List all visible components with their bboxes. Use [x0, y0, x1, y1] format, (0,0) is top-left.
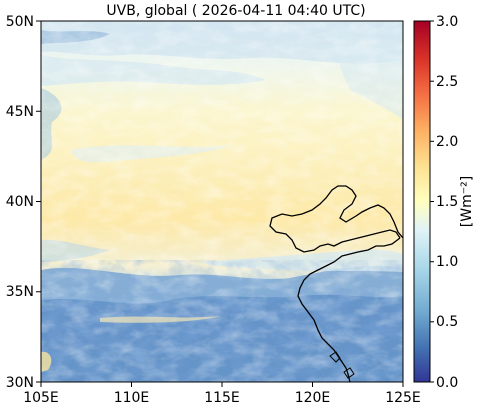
colorbar-tick-label: 1.5	[436, 194, 458, 210]
colorbar-unit-label: [Wm⁻²]	[459, 176, 475, 227]
colorbar: 3.0 2.5 2.0 1.5 1.0 0.5 0.0 [Wm⁻²]	[413, 14, 475, 391]
lon-tick-label: 110E	[114, 390, 150, 406]
colorbar-tick-label: 3.0	[436, 14, 458, 30]
lat-tick-label: 40N	[6, 194, 34, 210]
colorbar-tick-label: 2.5	[436, 74, 458, 90]
colorbar-tick-label: 0.5	[436, 314, 458, 330]
lat-tick-label: 45N	[6, 104, 34, 120]
lon-tick-label: 120E	[295, 390, 331, 406]
lat-tick-label: 30N	[6, 375, 34, 391]
coastline	[269, 185, 403, 382]
colorbar-gradient	[413, 20, 431, 383]
colorbar-tick-label: 0.0	[436, 375, 458, 391]
lon-tick-label: 105E	[23, 390, 59, 406]
colorbar-tick-label: 2.0	[436, 134, 458, 150]
lat-tick-label: 35N	[6, 284, 34, 300]
map-title: UVB, global ( 2026-04-11 04:40 UTC)	[106, 3, 365, 19]
lat-axis: 50N 45N 40N 35N 30N	[6, 14, 41, 391]
lon-axis: 105E 110E 115E 120E 125E	[23, 382, 421, 406]
lon-tick-label: 125E	[385, 390, 421, 406]
colorbar-tick-label: 1.0	[436, 254, 458, 270]
lon-tick-label: 115E	[204, 390, 240, 406]
uvb-field	[41, 21, 403, 382]
lat-tick-label: 50N	[6, 14, 34, 30]
